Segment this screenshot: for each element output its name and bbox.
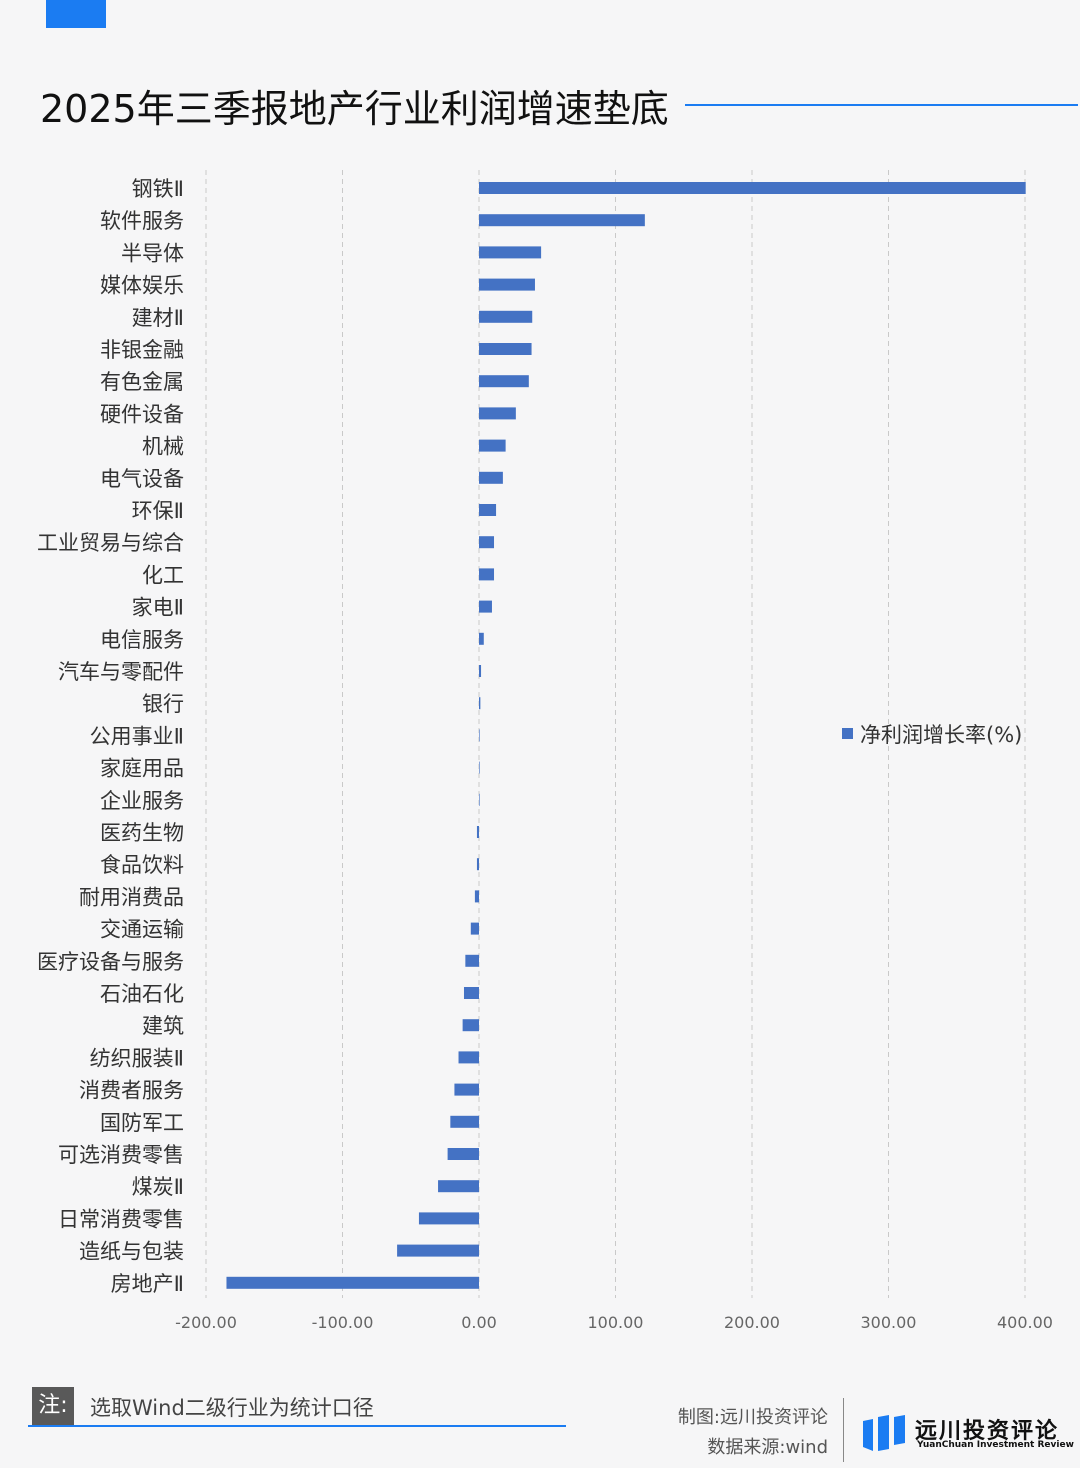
category-label: 医药生物 — [100, 821, 184, 845]
bar — [479, 214, 645, 227]
x-tick-label: 300.00 — [861, 1313, 917, 1332]
bar — [458, 1051, 479, 1064]
bar — [462, 1019, 479, 1032]
bar — [479, 439, 506, 452]
bar — [479, 278, 535, 291]
note-label: 注: — [32, 1387, 74, 1425]
note-underline — [28, 1425, 566, 1427]
bar — [479, 504, 497, 516]
note-text: 选取Wind二级行业为统计口径 — [90, 1396, 374, 1420]
bar — [479, 665, 482, 677]
bar — [465, 954, 479, 967]
bar — [474, 890, 479, 903]
category-label: 银行 — [142, 692, 184, 716]
x-tick-label: 100.00 — [588, 1313, 644, 1332]
chart-title: 2025年三季报地产行业利润增速垫底 — [40, 87, 669, 131]
logo-text-en: YuanChuan Investment Review — [917, 1440, 1074, 1450]
bar — [479, 375, 529, 388]
x-tick-label: 200.00 — [724, 1313, 780, 1332]
bar — [479, 182, 1026, 194]
category-label: 电气设备 — [100, 467, 184, 491]
category-label: 食品饮料 — [100, 853, 184, 877]
legend-swatch — [842, 728, 853, 739]
category-label: 交通运输 — [100, 918, 184, 942]
category-label: 家电Ⅱ — [132, 596, 184, 620]
logo-text-cn: 远川投资评论 — [915, 1419, 1060, 1444]
bar — [479, 600, 492, 613]
data-source: 数据来源:wind — [707, 1437, 828, 1458]
category-label: 媒体娱乐 — [100, 274, 184, 298]
bar — [476, 826, 479, 838]
bar — [454, 1083, 479, 1096]
category-label: 环保Ⅱ — [132, 499, 184, 523]
category-label: 电信服务 — [100, 628, 184, 652]
category-label: 煤炭Ⅱ — [132, 1175, 184, 1199]
bar — [479, 343, 532, 355]
x-tick-label: -100.00 — [312, 1313, 374, 1332]
category-label: 半导体 — [121, 241, 184, 265]
bar — [438, 1180, 479, 1193]
category-label: 钢铁Ⅱ — [132, 177, 184, 201]
category-label: 国防军工 — [100, 1111, 184, 1135]
bar — [479, 697, 481, 710]
category-label: 纺织服装Ⅱ — [90, 1046, 184, 1070]
category-label: 公用事业Ⅱ — [90, 724, 184, 748]
category-label: 消费者服务 — [79, 1079, 184, 1103]
category-label: 造纸与包装 — [79, 1240, 184, 1264]
bar — [479, 632, 484, 645]
category-label: 家庭用品 — [100, 757, 184, 781]
bar — [479, 310, 533, 323]
bar — [450, 1115, 479, 1128]
bar — [479, 536, 495, 549]
title-underline — [685, 104, 1078, 106]
x-tick-label: 0.00 — [461, 1313, 497, 1332]
bar — [479, 729, 480, 742]
x-tick-label: 400.00 — [997, 1313, 1053, 1332]
category-label: 机械 — [142, 435, 184, 459]
bar — [226, 1276, 479, 1289]
category-label: 房地产Ⅱ — [111, 1272, 184, 1296]
top-accent-bar — [46, 0, 106, 28]
category-label: 硬件设备 — [100, 402, 184, 426]
bar — [479, 471, 503, 484]
bar — [470, 922, 479, 935]
bar — [397, 1244, 479, 1257]
category-label: 有色金属 — [100, 370, 184, 394]
category-label: 建筑 — [142, 1014, 184, 1038]
category-label: 工业贸易与综合 — [37, 531, 184, 555]
category-label: 汽车与零配件 — [58, 660, 184, 684]
category-label: 化工 — [142, 563, 184, 587]
bar — [476, 858, 479, 871]
category-label: 日常消费零售 — [58, 1207, 184, 1231]
logo-icon — [863, 1415, 905, 1451]
bar — [479, 407, 516, 420]
category-label: 建材Ⅱ — [132, 306, 184, 330]
category-label: 非银金融 — [100, 338, 184, 362]
bar — [418, 1212, 479, 1225]
bar — [463, 987, 479, 999]
x-tick-label: -200.00 — [175, 1313, 237, 1332]
bar — [447, 1148, 479, 1160]
bar — [479, 793, 480, 806]
bar — [479, 568, 495, 581]
legend-label: 净利润增长率(%) — [860, 723, 1022, 747]
bar — [479, 246, 542, 259]
bar-chart: -200.00 -100.00 0.00 100.00 200.00 300.00 400.… — [37, 170, 1053, 1332]
category-label: 石油石化 — [100, 982, 184, 1006]
category-label: 医疗设备与服务 — [37, 950, 184, 974]
chart-maker: 制图:远川投资评论 — [677, 1407, 828, 1428]
category-label: 耐用消费品 — [79, 885, 184, 909]
category-label: 企业服务 — [100, 789, 184, 813]
category-label: 软件服务 — [100, 209, 184, 233]
bar — [479, 761, 480, 774]
category-label: 可选消费零售 — [58, 1143, 184, 1167]
footer-divider — [843, 1398, 844, 1462]
